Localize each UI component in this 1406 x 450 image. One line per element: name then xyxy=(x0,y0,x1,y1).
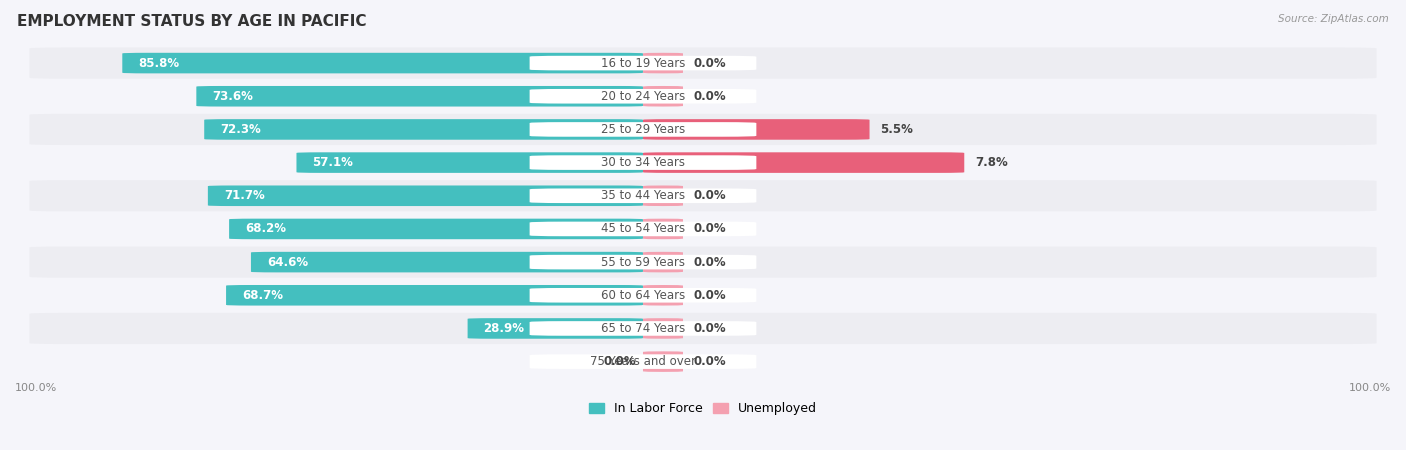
FancyBboxPatch shape xyxy=(643,53,683,73)
Text: 20 to 24 Years: 20 to 24 Years xyxy=(600,90,685,103)
Text: 5.5%: 5.5% xyxy=(880,123,912,136)
FancyBboxPatch shape xyxy=(530,321,756,336)
FancyBboxPatch shape xyxy=(643,219,683,239)
FancyBboxPatch shape xyxy=(30,346,1376,377)
FancyBboxPatch shape xyxy=(30,147,1376,178)
Text: Source: ZipAtlas.com: Source: ZipAtlas.com xyxy=(1278,14,1389,23)
FancyBboxPatch shape xyxy=(643,252,683,272)
FancyBboxPatch shape xyxy=(530,189,756,203)
Text: 0.0%: 0.0% xyxy=(693,256,727,269)
FancyBboxPatch shape xyxy=(530,56,756,70)
FancyBboxPatch shape xyxy=(643,119,869,140)
FancyBboxPatch shape xyxy=(468,318,643,339)
Text: 72.3%: 72.3% xyxy=(221,123,262,136)
Text: 0.0%: 0.0% xyxy=(693,355,727,368)
FancyBboxPatch shape xyxy=(122,53,643,73)
Text: 85.8%: 85.8% xyxy=(138,57,180,70)
FancyBboxPatch shape xyxy=(208,185,643,206)
Text: 0.0%: 0.0% xyxy=(693,222,727,235)
Text: 35 to 44 Years: 35 to 44 Years xyxy=(600,189,685,202)
Text: 16 to 19 Years: 16 to 19 Years xyxy=(600,57,685,70)
Legend: In Labor Force, Unemployed: In Labor Force, Unemployed xyxy=(589,402,817,415)
FancyBboxPatch shape xyxy=(30,280,1376,311)
Text: 75 Years and over: 75 Years and over xyxy=(591,355,696,368)
FancyBboxPatch shape xyxy=(197,86,643,107)
Text: 7.8%: 7.8% xyxy=(974,156,1008,169)
FancyBboxPatch shape xyxy=(643,185,683,206)
FancyBboxPatch shape xyxy=(229,219,643,239)
Text: 25 to 29 Years: 25 to 29 Years xyxy=(600,123,685,136)
Text: 57.1%: 57.1% xyxy=(312,156,353,169)
Text: 68.2%: 68.2% xyxy=(245,222,285,235)
FancyBboxPatch shape xyxy=(30,81,1376,112)
Text: 0.0%: 0.0% xyxy=(693,189,727,202)
Text: EMPLOYMENT STATUS BY AGE IN PACIFIC: EMPLOYMENT STATUS BY AGE IN PACIFIC xyxy=(17,14,367,28)
Text: 55 to 59 Years: 55 to 59 Years xyxy=(600,256,685,269)
FancyBboxPatch shape xyxy=(643,318,683,339)
Text: 0.0%: 0.0% xyxy=(603,355,637,368)
FancyBboxPatch shape xyxy=(30,114,1376,145)
FancyBboxPatch shape xyxy=(530,354,756,369)
FancyBboxPatch shape xyxy=(643,152,965,173)
FancyBboxPatch shape xyxy=(530,255,756,270)
Text: 65 to 74 Years: 65 to 74 Years xyxy=(600,322,685,335)
Text: 73.6%: 73.6% xyxy=(212,90,253,103)
Text: 64.6%: 64.6% xyxy=(267,256,308,269)
Text: 71.7%: 71.7% xyxy=(224,189,264,202)
FancyBboxPatch shape xyxy=(30,213,1376,244)
FancyBboxPatch shape xyxy=(30,247,1376,278)
Text: 0.0%: 0.0% xyxy=(693,57,727,70)
FancyBboxPatch shape xyxy=(250,252,643,272)
FancyBboxPatch shape xyxy=(643,86,683,107)
FancyBboxPatch shape xyxy=(530,222,756,236)
FancyBboxPatch shape xyxy=(30,48,1376,79)
FancyBboxPatch shape xyxy=(226,285,643,306)
Text: 28.9%: 28.9% xyxy=(484,322,524,335)
FancyBboxPatch shape xyxy=(643,351,683,372)
FancyBboxPatch shape xyxy=(530,155,756,170)
Text: 0.0%: 0.0% xyxy=(693,322,727,335)
FancyBboxPatch shape xyxy=(643,285,683,306)
FancyBboxPatch shape xyxy=(30,313,1376,344)
Text: 45 to 54 Years: 45 to 54 Years xyxy=(600,222,685,235)
FancyBboxPatch shape xyxy=(204,119,643,140)
FancyBboxPatch shape xyxy=(530,122,756,137)
Text: 0.0%: 0.0% xyxy=(693,90,727,103)
FancyBboxPatch shape xyxy=(530,89,756,104)
Text: 60 to 64 Years: 60 to 64 Years xyxy=(600,289,685,302)
FancyBboxPatch shape xyxy=(30,180,1376,211)
FancyBboxPatch shape xyxy=(530,288,756,302)
Text: 30 to 34 Years: 30 to 34 Years xyxy=(600,156,685,169)
Text: 68.7%: 68.7% xyxy=(242,289,283,302)
FancyBboxPatch shape xyxy=(297,152,643,173)
Text: 0.0%: 0.0% xyxy=(693,289,727,302)
